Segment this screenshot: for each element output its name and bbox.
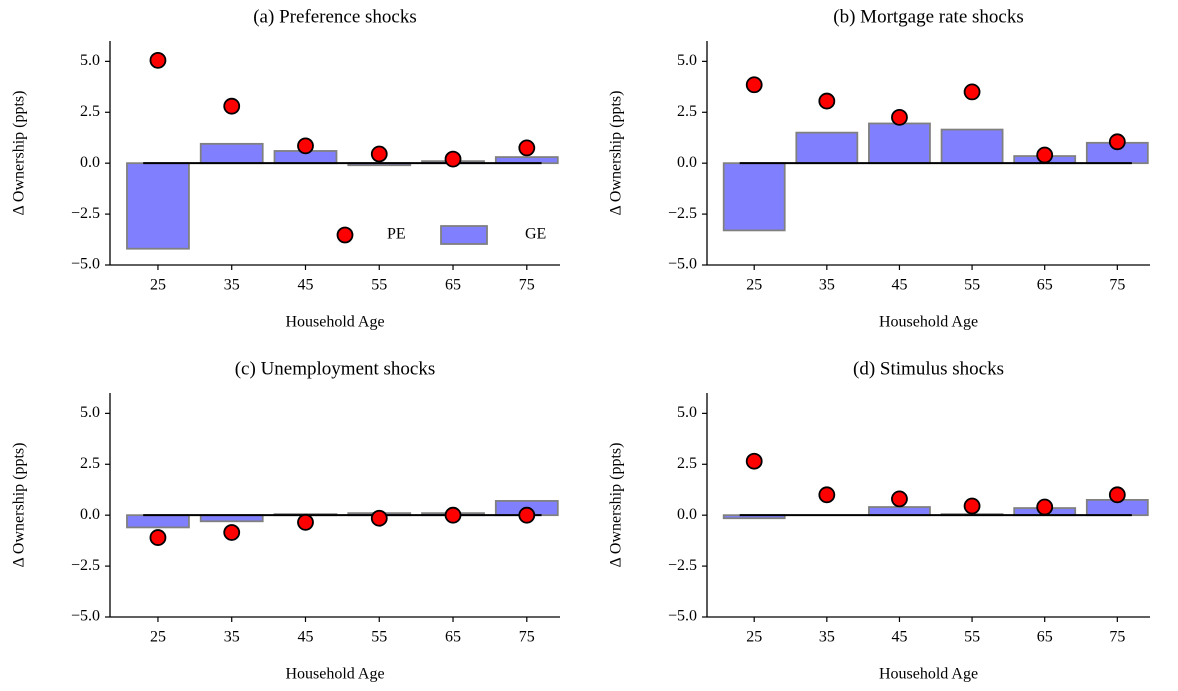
x-axis-label: Household Age [285,314,384,331]
y-tick-label: 2.5 [677,103,697,120]
point [1108,486,1126,504]
y-axis-label: Δ Ownership (ppts) [11,91,28,216]
y-tick-label: 0.0 [80,506,100,523]
legend-marker [336,226,354,244]
y-tick-label: −5.0 [71,256,100,273]
bar [940,128,1004,165]
point [518,506,536,524]
bar [126,514,190,529]
point [518,139,536,157]
y-tick-label: 0.0 [677,154,697,171]
y-tick-label: 2.5 [80,455,100,472]
bar [199,142,264,165]
bar [868,506,931,517]
panel: (d) Stimulus shocks Household Age Δ Owners… [608,358,1150,683]
y-tick-label: 5.0 [80,52,100,69]
point [223,524,241,541]
legend-marker [440,225,488,245]
x-tick-label: 65 [445,277,461,294]
point [297,513,314,531]
legend-label: PE [387,226,406,243]
x-tick-label: 25 [150,277,166,294]
y-tick-label: 5.0 [80,404,100,421]
bar [722,162,786,232]
x-tick-label: 55 [371,277,387,294]
y-tick-label: 2.5 [677,455,697,472]
y-tick-label: 2.5 [80,103,100,120]
x-tick-label: 45 [297,277,313,294]
point [818,486,836,504]
y-axis-label: Δ Ownership (ppts) [11,443,28,568]
y-tick-label: 0.0 [80,154,100,171]
y-tick-label: −2.5 [668,205,697,222]
x-tick-label: 35 [224,277,240,294]
point [1108,133,1126,151]
point [444,150,462,168]
point [370,509,388,527]
point [891,108,908,126]
y-tick-label: 5.0 [677,52,697,69]
x-tick-label: 65 [445,629,461,646]
point [1036,498,1054,516]
x-tick-label: 55 [964,277,980,294]
point [370,145,388,163]
x-axis-label: Household Age [285,666,384,683]
panel-title: (c) Unemployment shocks [235,358,436,379]
point [1036,146,1054,164]
x-tick-label: 45 [891,277,907,294]
x-tick-label: 55 [964,629,980,646]
x-tick-label: 75 [519,277,535,294]
x-tick-label: 45 [297,629,313,646]
y-tick-label: −5.0 [71,608,100,625]
point [963,83,981,101]
x-tick-label: 55 [371,629,387,646]
y-tick-label: 5.0 [677,404,697,421]
x-tick-label: 35 [819,629,835,646]
x-tick-label: 25 [150,629,166,646]
point [891,490,908,508]
x-tick-label: 75 [519,629,535,646]
panel: (a) Preference shocks Household Age Δ Owne… [11,6,560,331]
x-tick-label: 35 [819,277,835,294]
point [149,51,167,69]
panel-title: (b) Mortgage rate shocks [833,6,1023,27]
point [297,137,314,155]
y-tick-label: −2.5 [71,557,100,574]
point [444,506,462,524]
bar [868,122,931,165]
legend-label: GE [525,226,546,243]
x-tick-label: 45 [891,629,907,646]
panel-title: (d) Stimulus shocks [853,358,1004,379]
x-axis-label: Household Age [879,666,978,683]
y-tick-label: −5.0 [668,608,697,625]
point [818,92,836,110]
x-tick-label: 25 [746,629,762,646]
x-tick-label: 35 [224,629,240,646]
x-tick-label: 65 [1037,629,1053,646]
x-axis-label: Household Age [879,314,978,331]
y-tick-label: −2.5 [71,205,100,222]
panel: (c) Unemployment shocks Household Age Δ Ow… [11,358,560,683]
panel: (b) Mortgage rate shocks Household Age Δ O… [608,6,1150,331]
y-axis-label: Δ Ownership (ppts) [608,443,625,568]
point [963,497,981,515]
bar [126,162,190,250]
y-axis-label: Δ Ownership (ppts) [608,91,625,216]
y-tick-label: 0.0 [677,506,697,523]
y-tick-label: −5.0 [668,256,697,273]
point [745,452,763,470]
bar [795,131,859,165]
x-tick-label: 75 [1109,629,1125,646]
panel-title: (a) Preference shocks [253,6,417,27]
point [149,529,167,546]
x-tick-label: 25 [746,277,762,294]
point [745,76,763,94]
x-tick-label: 75 [1109,277,1125,294]
x-tick-label: 65 [1037,277,1053,294]
point [223,97,241,115]
y-tick-label: −2.5 [668,557,697,574]
